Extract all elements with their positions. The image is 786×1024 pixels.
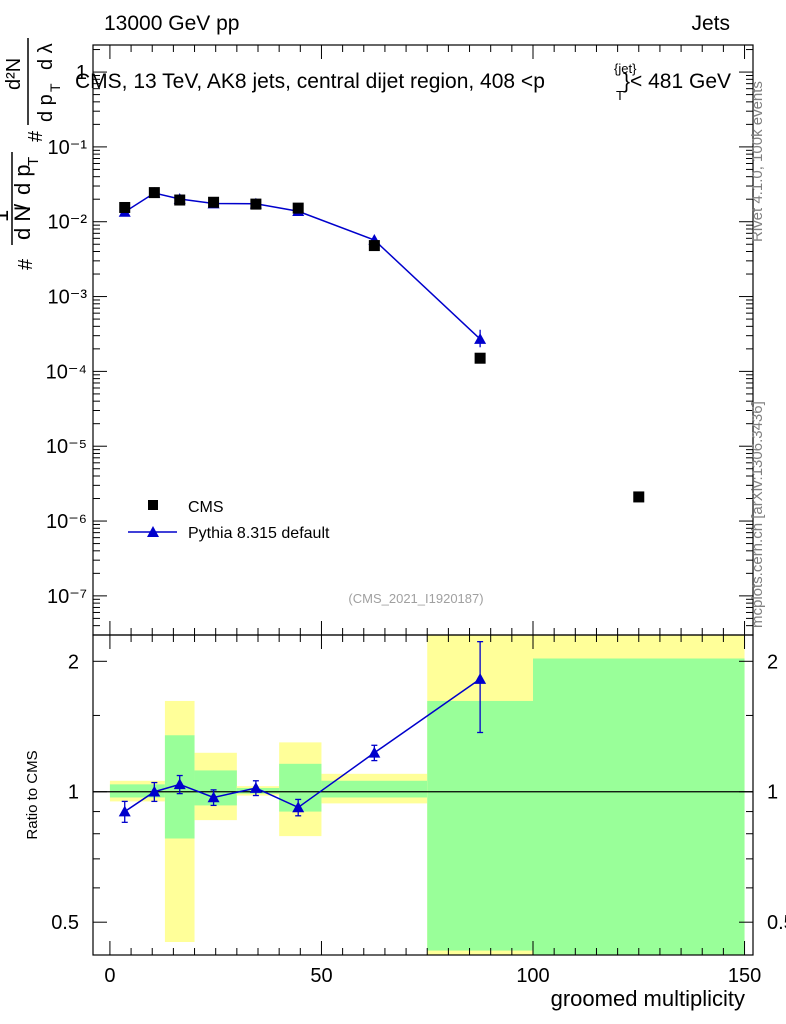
main-cms-point-6 <box>368 240 380 252</box>
xlabel: groomed multiplicity <box>551 986 745 1011</box>
green-band-5 <box>321 780 428 798</box>
tick-labels: 1 10⁻¹ 10⁻² 10⁻³ 10⁻⁴ 10⁻⁵ 10⁻⁶ 10⁻⁷ 0 50 100 150 0.… <box>46 62 786 987</box>
ratio-ytick-label-left-0: 0.5 <box>51 912 79 934</box>
main-ytick-label-6: 10⁻⁶ <box>46 511 87 533</box>
main-cms-point-1 <box>148 187 160 199</box>
main-ytick-label-1: 10⁻¹ <box>48 137 88 159</box>
title-superscript: {jet} <box>614 61 637 76</box>
ratio-ytick-label-left-1: 1 <box>68 782 79 804</box>
main-cms-point-3 <box>208 196 220 208</box>
ratio-pythia-point-6 <box>368 746 381 758</box>
ratio-ylabel: Ratio to CMS <box>24 750 41 839</box>
ratio-pythia-point-5 <box>292 801 305 813</box>
svg-text:#: # <box>25 130 47 142</box>
ratio-ytick-label-right-0: 0.5 <box>767 912 786 934</box>
ratio-pythia-point-3 <box>207 791 220 803</box>
svg-text:T: T <box>47 83 63 92</box>
legend-pythia-label: Pythia 8.315 default <box>188 525 330 542</box>
main-cms-point-5 <box>292 202 304 214</box>
main-ytick-label-5: 10⁻⁵ <box>46 436 87 458</box>
data-series <box>118 187 645 823</box>
main-ytick-label-7: 10⁻⁷ <box>47 586 87 608</box>
ratio-pythia-point-7 <box>474 673 487 684</box>
rivet-version-label: Rivet 4.1.0, 100k events <box>749 81 766 242</box>
main-ytick-label-4: 10⁻⁴ <box>46 361 87 383</box>
ratio-pythia-point-4 <box>249 782 262 793</box>
header-left: 13000 GeV pp <box>104 12 239 35</box>
main-pythia-point-7 <box>474 333 487 344</box>
svg-text:d λ: d λ <box>35 43 57 70</box>
main-ytick-label-2: 10⁻² <box>48 212 88 234</box>
ratio-uncertainty-bands <box>109 635 745 955</box>
xtick-label-2: 100 <box>516 965 549 987</box>
main-cms-point-0 <box>119 201 131 213</box>
svg-text:/: / <box>10 203 35 210</box>
main-ytick-label-3: 10⁻³ <box>48 287 88 309</box>
xtick-label-0: 0 <box>104 965 115 987</box>
title-subscript: T <box>616 88 624 103</box>
legend-cms-label: CMS <box>188 499 224 516</box>
main-cms-point-4 <box>250 198 262 210</box>
title-suffix: }< 481 GeV <box>623 70 731 93</box>
ratio-ytick-label-right-2: 2 <box>767 651 778 673</box>
svg-text:d p: d p <box>10 164 35 195</box>
svg-text:d p: d p <box>35 94 57 122</box>
xtick-label-3: 150 <box>728 965 761 987</box>
plot-title: CMS, 13 TeV, AK8 jets, central dijet reg… <box>75 70 545 93</box>
main-cms-point-2 <box>174 194 186 206</box>
analysis-id-watermark: (CMS_2021_I1920187) <box>348 591 483 606</box>
main-cms-point-8 <box>633 491 645 503</box>
ratio-pythia-point-1 <box>148 785 161 797</box>
green-band-7 <box>533 658 745 955</box>
xtick-label-1: 50 <box>310 965 332 987</box>
svg-text:T: T <box>25 157 42 166</box>
mcplots-label: mcplots.cern.ch [arXiv:1306.3436] <box>749 401 766 628</box>
svg-text:1: 1 <box>0 210 13 222</box>
legend: CMS Pythia 8.315 default <box>128 499 330 542</box>
main-ytick-label-0: 1 <box>76 62 87 84</box>
ratio-ytick-label-left-2: 2 <box>68 651 79 673</box>
header-right: Jets <box>691 12 730 35</box>
main-cms-point-7 <box>474 352 486 364</box>
svg-text:d²N: d²N <box>3 58 25 90</box>
green-band-4 <box>279 763 322 812</box>
legend-cms-marker <box>148 500 158 510</box>
svg-text:d N: d N <box>10 206 35 240</box>
main-plot-frame <box>92 44 754 636</box>
main-ylabel: # d N / d p T 1 # d p T d λ d²N <box>0 38 63 270</box>
ratio-pythia-line <box>124 678 481 813</box>
svg-text:#: # <box>15 258 37 270</box>
ratio-pythia-point-2 <box>173 778 186 790</box>
legend-pythia-marker <box>147 526 159 537</box>
ratio-ytick-label-right-1: 1 <box>767 782 778 804</box>
ratio-pythia-point-0 <box>118 805 131 817</box>
green-band-6 <box>427 700 533 951</box>
ratio-plot-frame <box>92 634 754 956</box>
